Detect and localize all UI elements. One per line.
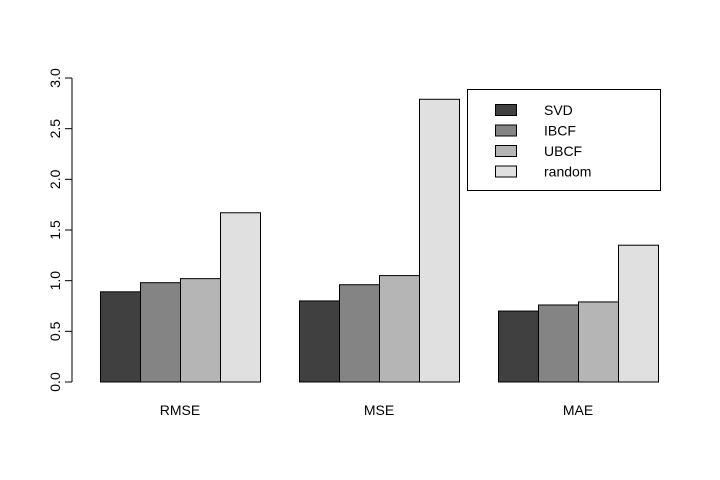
bar-mae-random <box>618 244 659 383</box>
legend-label-svd: SVD <box>544 102 573 118</box>
y-tick-label: 0.0 <box>47 372 63 392</box>
bar-mse-ibcf <box>339 284 380 383</box>
y-tick-label: 1.5 <box>47 220 63 240</box>
category-label-mae: MAE <box>563 402 593 418</box>
y-tick-label: 2.0 <box>47 169 63 189</box>
legend-label-random: random <box>544 164 591 180</box>
bar-mse-ubcf <box>379 275 420 383</box>
bar-rmse-ubcf <box>180 278 221 383</box>
bar-mse-random <box>419 98 460 383</box>
legend-swatch-random <box>495 165 517 178</box>
legend-label-ibcf: IBCF <box>544 123 576 139</box>
bar-mse-svd <box>299 300 340 383</box>
category-labels: RMSE MSE MAE <box>160 402 593 418</box>
category-label-mse: MSE <box>364 402 394 418</box>
legend-swatch-svd <box>495 104 517 116</box>
legend-label-ubcf: UBCF <box>544 143 582 159</box>
bars <box>100 98 659 383</box>
bar-mae-ubcf <box>578 301 619 383</box>
legend-swatch-ibcf <box>495 124 517 137</box>
bar-rmse-ibcf <box>140 282 181 383</box>
bar-mae-svd <box>498 310 539 383</box>
bar-rmse-random <box>220 212 261 383</box>
legend: SVD IBCF UBCF random <box>467 89 661 191</box>
y-tick-label: 3.0 <box>47 68 63 88</box>
y-axis: 0.0 0.5 1.0 1.5 2.0 2.5 3.0 <box>47 68 73 392</box>
y-tick-label: 2.5 <box>47 119 63 139</box>
legend-swatch-ubcf <box>495 145 517 157</box>
y-tick-label: 0.5 <box>47 321 63 341</box>
bar-rmse-svd <box>100 291 141 383</box>
category-label-rmse: RMSE <box>160 402 200 418</box>
y-tick-label: 1.0 <box>47 271 63 291</box>
bar-mae-ibcf <box>538 304 579 383</box>
